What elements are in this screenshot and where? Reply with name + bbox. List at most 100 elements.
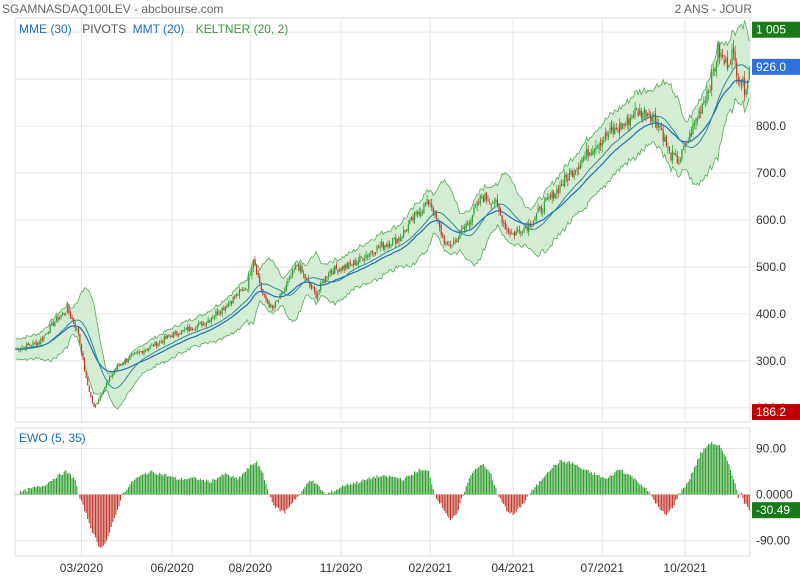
ewo-bar — [404, 477, 406, 495]
ewo-bar — [215, 480, 217, 495]
ewo-bar — [639, 484, 641, 495]
candle-body — [220, 312, 222, 313]
candle-body — [159, 341, 161, 343]
ewo-bar — [143, 473, 145, 495]
ewo-bar — [510, 494, 513, 513]
ewo-bar — [612, 475, 614, 495]
candle-body — [132, 353, 134, 355]
candle-body — [460, 229, 463, 233]
candle-body — [740, 83, 742, 85]
ewo-bar — [412, 475, 414, 495]
ewo-bar — [445, 494, 447, 514]
candle-body — [317, 293, 319, 299]
candle-body — [356, 262, 358, 266]
candle-body — [176, 331, 178, 335]
indicator-label[interactable]: MMT (20) — [133, 22, 185, 36]
ewo-bar — [512, 494, 514, 516]
candle-body — [532, 220, 535, 225]
ewo-bar — [693, 467, 696, 495]
ewo-bar — [609, 475, 611, 495]
candle-body — [736, 62, 738, 77]
ewo-bar — [293, 494, 295, 500]
candle-body — [365, 254, 367, 259]
ewo-bar — [682, 487, 685, 495]
candle-body — [421, 211, 423, 213]
candle-body — [298, 264, 300, 271]
candle-body — [367, 255, 369, 257]
candle-body — [40, 339, 42, 345]
ewo-bar — [642, 486, 644, 495]
candle-body — [101, 393, 103, 396]
candle-body — [309, 282, 311, 286]
chart-source-title: SGAMNASDAQ100LEV - abcbourse.com — [2, 2, 224, 16]
candle-body — [393, 237, 395, 240]
candle-body — [681, 149, 683, 160]
ewo-bar — [191, 477, 194, 495]
candle-body — [349, 263, 352, 265]
chart-period-label[interactable]: 2 ANS - JOUR — [674, 2, 752, 16]
ewo-bar — [271, 494, 273, 503]
candle-body — [342, 266, 344, 271]
candle-body — [617, 130, 619, 132]
candle-body — [473, 206, 475, 215]
ewo-bar — [277, 494, 280, 509]
ewo-bar — [734, 483, 736, 495]
candle-body — [44, 333, 47, 335]
candle-body — [689, 132, 691, 141]
ewo-bar — [223, 475, 225, 495]
ewo-bar — [160, 474, 162, 495]
candle-body — [548, 196, 550, 199]
indicator-label[interactable]: MME (30) — [19, 22, 72, 36]
ewo-bar — [600, 477, 602, 495]
candle-body — [523, 227, 525, 233]
candle-body — [162, 341, 164, 343]
ewo-bar — [620, 469, 622, 495]
ewo-bar — [173, 477, 175, 495]
ewo-bar — [703, 448, 705, 495]
candle-body — [728, 64, 730, 67]
candle-body — [720, 53, 722, 57]
ewo-bar — [323, 492, 325, 495]
candle-body — [715, 61, 717, 72]
ewo-bar — [60, 475, 62, 495]
candle-body — [331, 270, 333, 273]
ewo-bar — [465, 486, 467, 495]
keltner-fill — [15, 20, 750, 410]
candle-body — [556, 188, 558, 195]
candle-body — [722, 54, 724, 58]
candle-body — [745, 89, 747, 95]
candle-body — [49, 324, 51, 333]
ewo-bar — [584, 469, 586, 495]
candle-body — [443, 235, 445, 244]
ewo-bar — [41, 485, 43, 495]
candle-body — [714, 68, 716, 72]
candle-body — [193, 329, 195, 331]
candle-body — [673, 152, 675, 155]
ewo-bar — [304, 486, 306, 495]
ewo-bar — [704, 448, 706, 495]
candle-body — [291, 269, 294, 276]
candle-body — [166, 335, 169, 339]
ewo-bar — [373, 476, 375, 495]
candle-body — [701, 103, 703, 114]
ewo-bar — [401, 480, 403, 495]
indicator-label[interactable]: PIVOTS — [82, 22, 126, 36]
candle-body — [143, 350, 145, 354]
candle-body — [388, 243, 391, 247]
keltner-band — [15, 20, 750, 410]
ewo-bar — [629, 475, 631, 495]
ewo-bar — [79, 494, 81, 499]
candle-body — [661, 128, 663, 131]
candle-body — [185, 327, 187, 330]
candle-body — [137, 351, 139, 353]
ewo-bar — [88, 494, 90, 524]
ewo-bar — [634, 478, 636, 495]
candle-body — [374, 252, 377, 255]
ewo-bar — [245, 471, 247, 495]
ewo-bar — [414, 471, 416, 495]
candle-body — [63, 313, 65, 315]
ewo-indicator-label[interactable]: EWO (5, 35) — [19, 431, 86, 445]
ewo-bar — [288, 494, 291, 507]
indicator-label[interactable]: KELTNER (20, 2) — [196, 22, 288, 36]
candle-body — [409, 219, 411, 224]
